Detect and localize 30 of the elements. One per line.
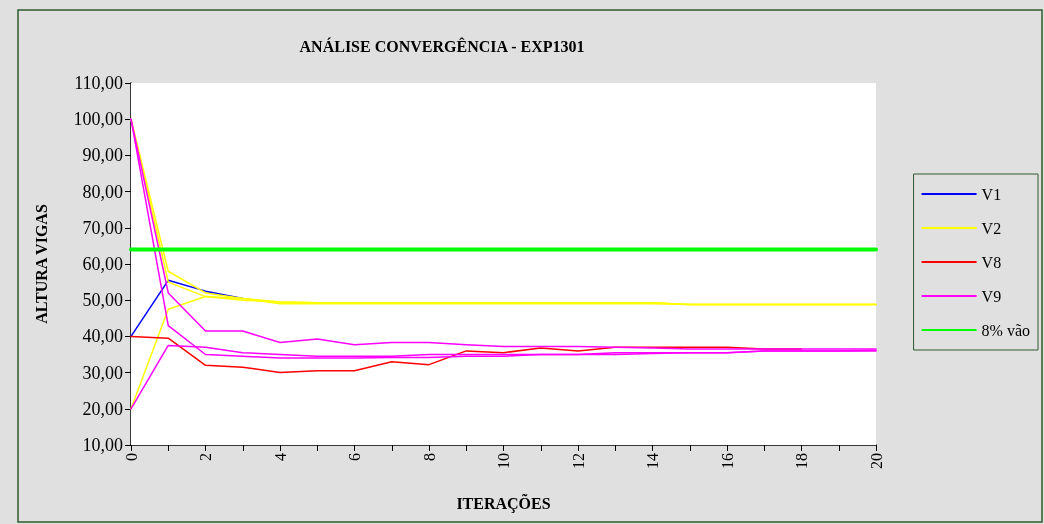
x-axis-title: ITERAÇÕES: [456, 492, 551, 513]
x-tick-label: 6: [346, 453, 363, 461]
x-tick-label: 20: [867, 453, 885, 469]
y-tick-label: 10,00: [82, 435, 123, 455]
y-tick-label: 110,00: [74, 73, 123, 93]
y-axis-title: ALTURA VIGAS: [32, 204, 50, 324]
chart-title: ANÁLISE CONVERGÊNCIA - EXP1301: [299, 36, 585, 55]
legend-label: V8: [981, 253, 1002, 271]
x-tick-label: 4: [271, 453, 289, 461]
x-tick-label: 0: [122, 453, 140, 461]
y-tick-label: 90,00: [82, 145, 123, 166]
legend-label: 8% vão: [981, 321, 1031, 339]
y-tick-label: 20,00: [82, 398, 123, 419]
legend-label: V1: [981, 185, 1002, 203]
x-tick-label: 16: [718, 453, 736, 469]
legend-label: V2: [981, 219, 1002, 237]
y-tick-label: 30,00: [82, 362, 123, 383]
x-tick-label: 14: [644, 453, 661, 469]
y-tick-label: 80,00: [82, 181, 123, 202]
x-tick-label: 12: [569, 453, 587, 469]
y-tick-label: 40,00: [82, 326, 123, 347]
x-tick-label: 8: [420, 453, 438, 461]
y-tick-label: 70,00: [82, 217, 123, 238]
legend-label: V9: [981, 287, 1002, 305]
y-tick-label: 100,00: [73, 109, 123, 130]
y-tick-label: 50,00: [82, 290, 123, 311]
x-tick-label: 10: [495, 453, 512, 469]
x-tick-label: 18: [793, 453, 810, 469]
x-tick-label: 2: [197, 453, 214, 461]
y-tick-label: 60,00: [82, 254, 123, 274]
